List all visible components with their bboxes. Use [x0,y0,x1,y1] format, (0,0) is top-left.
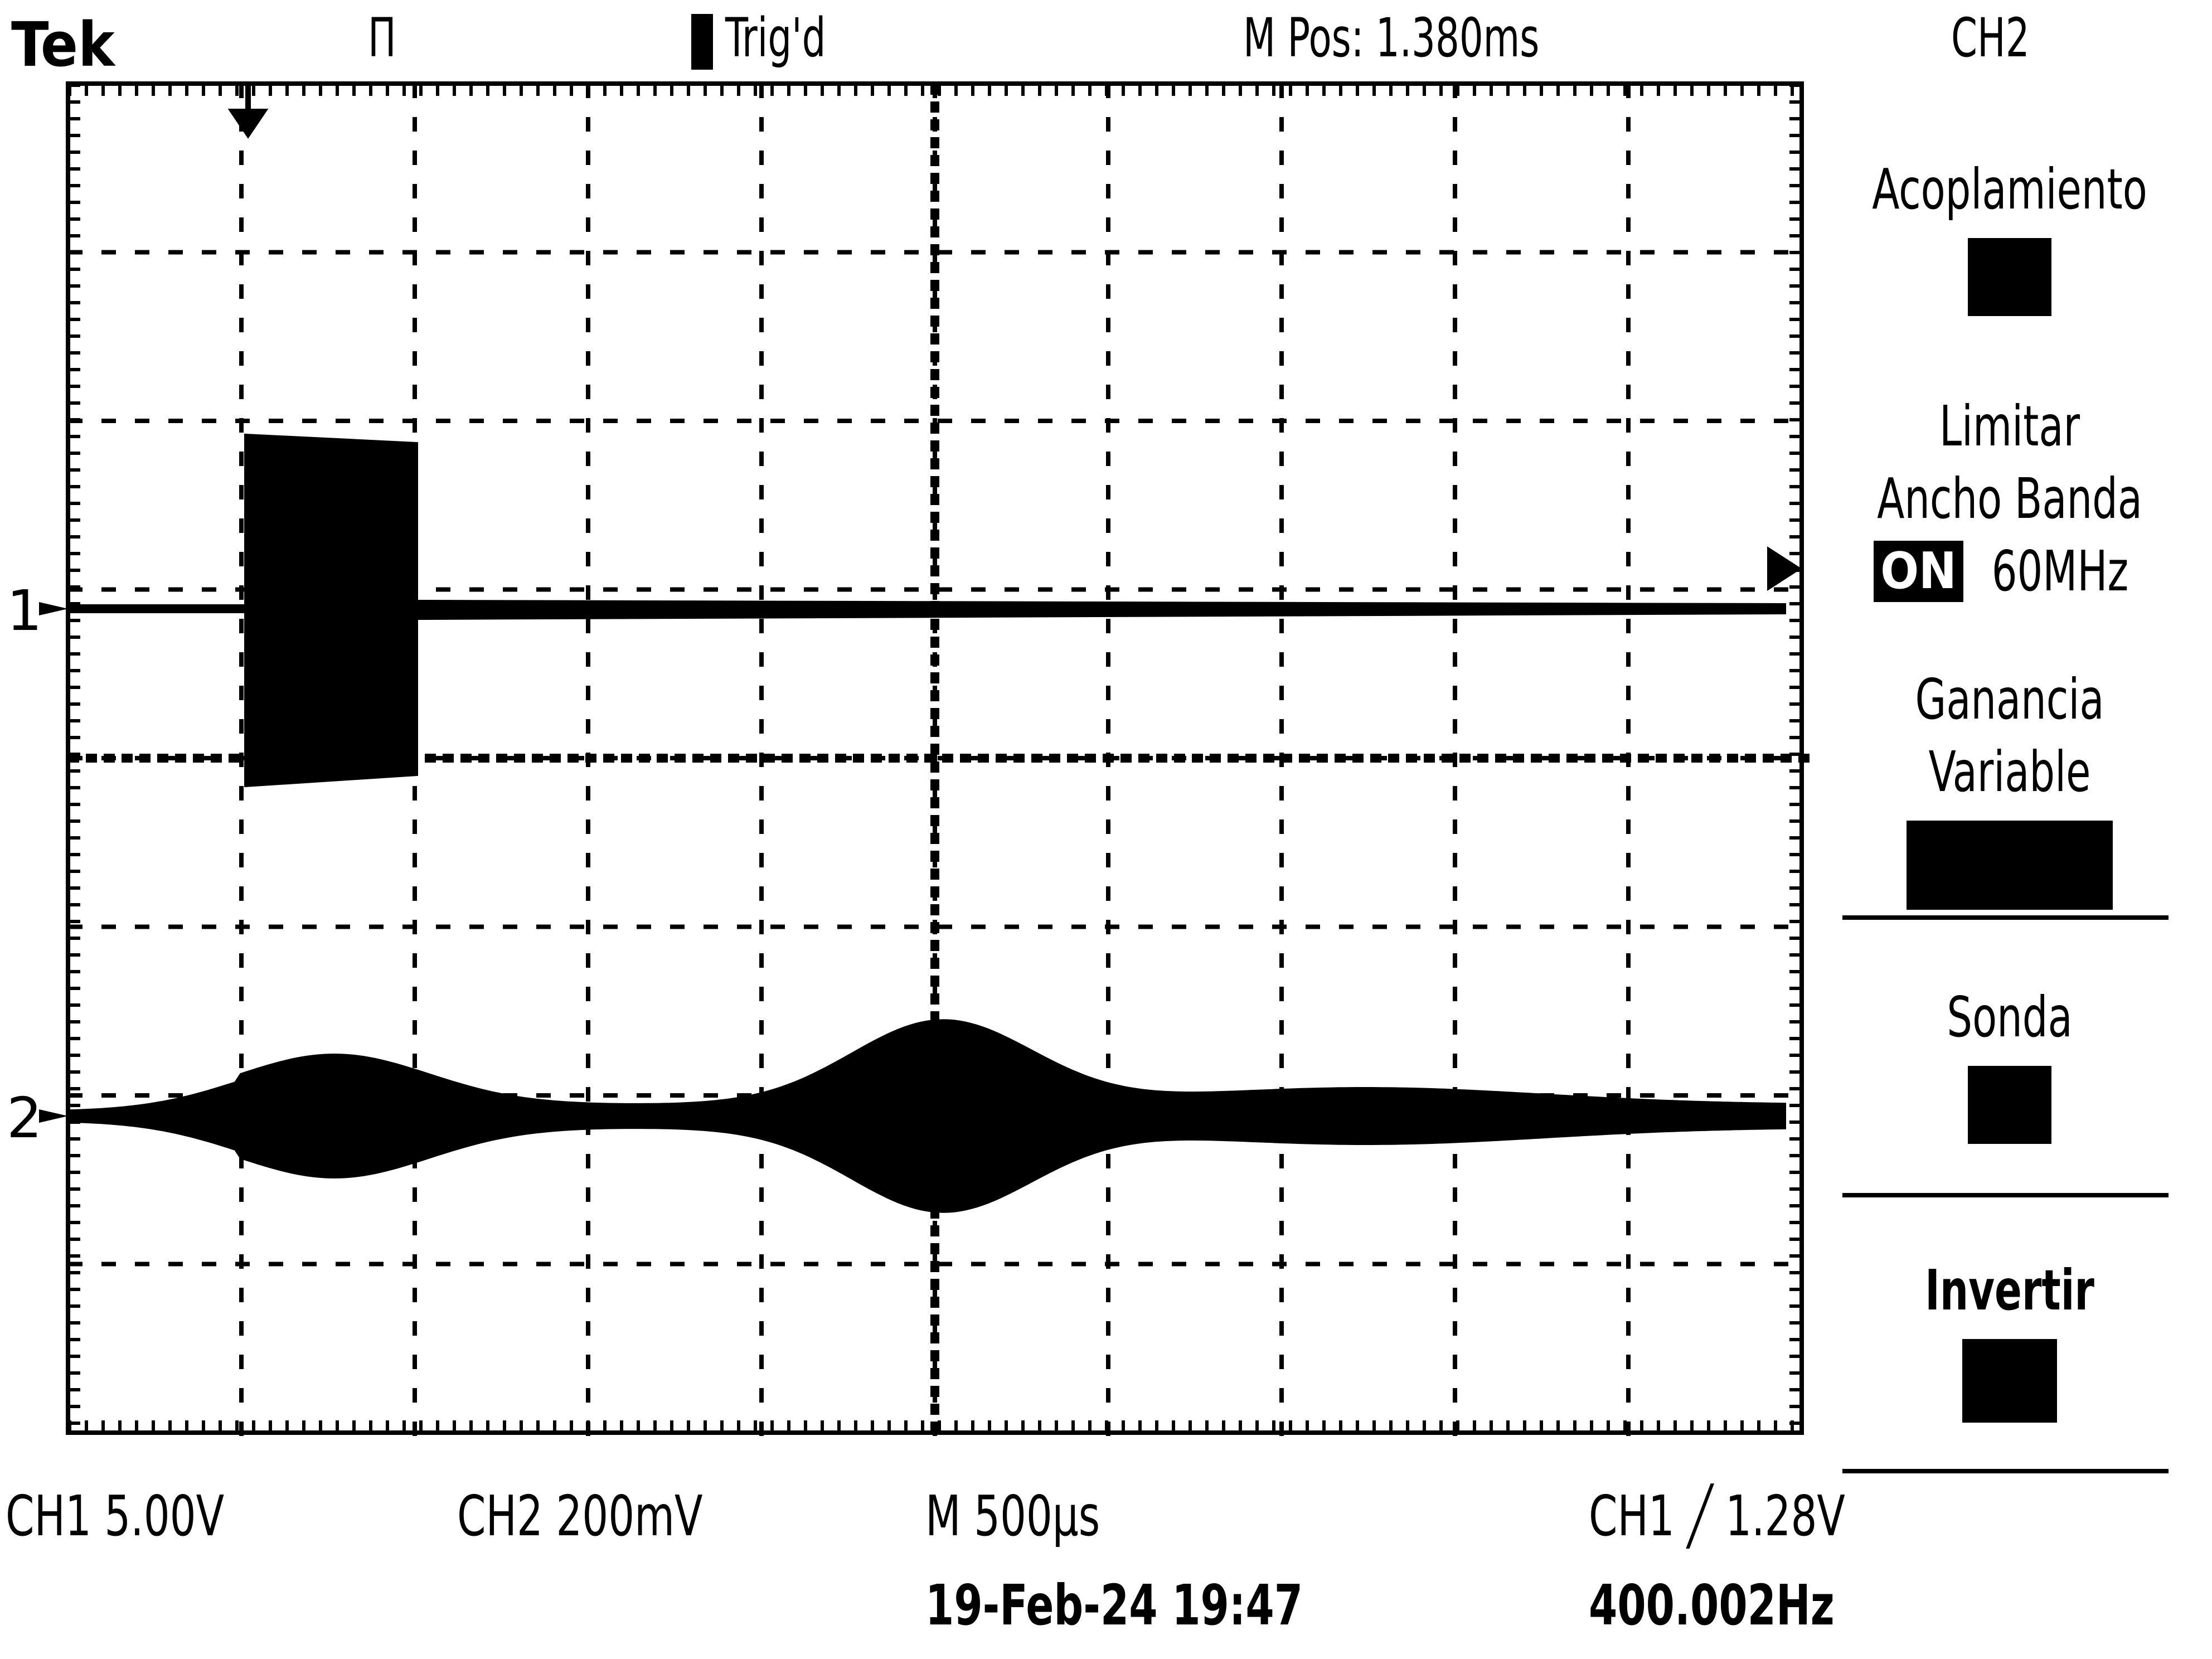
menu-bandwidth-limit[interactable]: Limitar Ancho Banda ON 60MHz [1815,390,2205,608]
menu-invert-label: Invertir [1925,1258,2094,1323]
ch1-scale-readout: CH1 5.00V [6,1483,225,1549]
trigger-status: Trig'd [691,4,826,71]
graticule-frame [66,81,1804,1435]
date-time-readout: 19-Feb-24 19:47 [925,1573,1303,1638]
brand-logo: Tek [11,9,115,80]
menu-invert-icon [1962,1339,2057,1423]
menu-gain-icon [1907,821,2113,910]
ch2-scale-readout: CH2 200mV [457,1483,703,1549]
menu-bw-value: 60MHz [1991,539,2129,604]
menu-coupling-icon [1968,238,2051,316]
trigger-status-icon [691,13,713,70]
trigger-position-arrow [227,84,269,139]
menu-probe[interactable]: Sonda [1815,981,2205,1161]
main-position-readout: M Pos: 1.380ms [1243,7,1540,69]
menu-separator [1842,915,2169,920]
trigger-readout: CH1 ╱ 1.28V [1589,1483,1845,1549]
ch2-trace [67,1019,1786,1213]
menu-channel-title: CH2 [1951,7,2030,69]
menu-probe-label: Sonda [1947,984,2073,1050]
menu-bw-on-tag: ON [1874,541,1963,602]
menu-invert[interactable]: Invertir [1815,1254,2205,1440]
trigger-mode-indicator: Π [368,7,396,69]
menu-gain-label-line1: Ganancia [1915,667,2104,732]
ch2-ground-label: 2 [7,1085,42,1151]
ch2-ground-marker [39,1109,68,1123]
frequency-readout: 400.002Hz [1589,1573,1835,1638]
menu-variable-gain[interactable]: Ganancia Variable [1815,663,2205,927]
status-header: Tek Π Trig'd M Pos: 1.380ms CH2 [0,0,2212,89]
ch1-trace [67,433,1786,788]
menu-separator [1842,1469,2169,1473]
ch1-ground-label: 1 [7,578,42,643]
ch1-ground-marker [39,602,68,615]
menu-coupling[interactable]: Acoplamiento [1815,153,2205,333]
trigger-status-label: Trig'd [725,7,826,69]
timebase-readout: M 500µs [925,1483,1100,1549]
menu-bw-label-line1: Limitar [1939,394,2080,459]
menu-coupling-label: Acoplamiento [1872,157,2147,222]
menu-bw-label-line2: Ancho Banda [1877,466,2142,531]
menu-probe-icon [1968,1066,2051,1144]
menu-gain-label-line2: Variable [1928,739,2091,804]
menu-separator [1842,1193,2169,1197]
trigger-level-marker [1767,546,1802,591]
